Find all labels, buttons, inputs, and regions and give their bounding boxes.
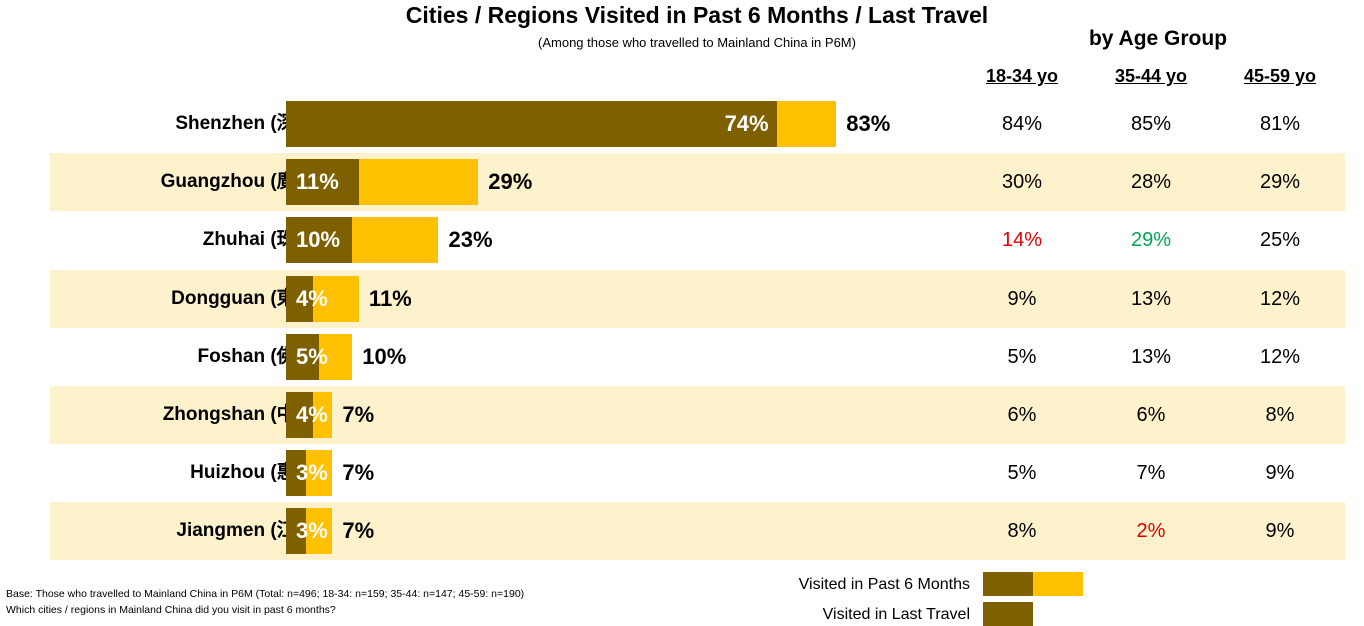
data-label-last-travel: 11%: [296, 169, 339, 195]
age-group-value: 14%: [1001, 229, 1043, 252]
legend-swatch-last: [983, 602, 1033, 626]
data-label-p6m: 7%: [342, 402, 375, 427]
data-label-p6m: 29%: [488, 169, 533, 195]
category-label: Dongguan (東莞): [171, 287, 321, 309]
footnote-base: Base: Those who travelled to Mainland Ch…: [6, 588, 525, 600]
age-group-value: 25%: [1259, 229, 1301, 252]
data-label-last-travel: 4%: [296, 285, 328, 311]
age-group-value: 8%: [1265, 404, 1295, 426]
age-group-value: 8%: [1007, 520, 1037, 543]
chart-row: Jiangmen (江門) 3% 7% 8% 2% 9%: [50, 502, 1345, 561]
data-label-last-travel: 3%: [296, 518, 328, 544]
bar-last-travel: [286, 275, 313, 322]
age-group-value: 5%: [1007, 462, 1037, 485]
chart-row: Huizhou (惠州) 3% 7% 5% 7% 9%: [50, 444, 1345, 502]
data-label-last-travel: 74%: [724, 111, 769, 136]
bar-last-travel: [286, 450, 306, 497]
data-label-last-travel: 10%: [296, 227, 341, 253]
age-group-value: 85%: [1130, 113, 1172, 135]
age-group-value: 29%: [1130, 229, 1172, 252]
age-group-value: 13%: [1130, 287, 1172, 310]
chart-row: Zhongshan (中山) 4% 7% 6% 6% 8%: [50, 386, 1345, 444]
data-label-p6m: 11%: [368, 285, 412, 311]
chart-row: Guangzhou (廣州) 11% 29% 30% 28% 29%: [50, 153, 1345, 212]
legend-swatch-p6m-inner: [983, 572, 1033, 596]
chart-row: Foshan (佛山) 5% 10% 5% 13% 12%: [50, 328, 1345, 386]
age-header-45-59: 45-59 yo: [1243, 66, 1317, 86]
bar-last-travel: [286, 508, 306, 555]
age-group-value: 12%: [1259, 345, 1301, 368]
age-group-value: 29%: [1259, 171, 1301, 194]
age-group-value: 7%: [1136, 462, 1166, 485]
bar-last-travel: [286, 217, 353, 264]
data-label-p6m: 7%: [342, 518, 375, 544]
category-label: Shenzhen (深圳): [175, 113, 321, 134]
bar-last-travel: [286, 159, 359, 206]
chart-row: Dongguan (東莞) 4% 11% 9% 13% 12%: [50, 269, 1345, 328]
data-label-p6m: 7%: [342, 460, 375, 486]
age-header-35-44: 35-44 yo: [1114, 66, 1188, 86]
bar-last-travel: [286, 101, 777, 147]
data-label-last-travel: 5%: [296, 343, 328, 369]
age-group-value: 6%: [1007, 404, 1037, 426]
data-label-p6m: 83%: [846, 111, 891, 136]
category-label: Zhongshan (中山): [162, 404, 321, 425]
age-group-value: 13%: [1130, 345, 1172, 368]
age-group-value: 81%: [1259, 113, 1301, 135]
data-label-last-travel: 4%: [296, 402, 328, 427]
footnote-question: Which cities / regions in Mainland China…: [6, 604, 336, 616]
age-header-18-34: 18-34 yo: [985, 66, 1059, 86]
category-label: Guangzhou (廣州): [160, 171, 321, 193]
chart-row: Zhuhai (珠海) 10% 23% 14% 29% 25%: [50, 211, 1345, 269]
data-label-p6m: 10%: [362, 343, 407, 369]
age-group-value: 28%: [1130, 171, 1172, 194]
age-group-value: 5%: [1007, 345, 1037, 368]
chart-row: Shenzhen (深圳) 74% 83% 84% 85% 81%: [50, 95, 1345, 153]
bar-last-travel: [286, 333, 320, 380]
age-group-value: 12%: [1259, 287, 1301, 310]
legend-label-last: Visited in Last Travel: [822, 606, 970, 623]
age-group-value: 9%: [1265, 520, 1295, 543]
category-label: Jiangmen (江門): [176, 520, 321, 542]
age-group-value: 9%: [1007, 287, 1037, 310]
age-group-value: 2%: [1136, 520, 1166, 543]
chart-subtitle: (Among those who travelled to Mainland C…: [538, 35, 856, 50]
age-group-value: 6%: [1136, 404, 1166, 426]
legend-label-p6m: Visited in Past 6 Months: [798, 576, 970, 593]
age-group-value: 84%: [1001, 113, 1043, 135]
data-label-last-travel: 3%: [296, 460, 328, 486]
bar-last-travel: [286, 392, 313, 438]
age-group-value: 30%: [1001, 171, 1043, 194]
age-group-value: 9%: [1265, 462, 1295, 485]
age-group-title: by Age Group: [1088, 27, 1228, 50]
chart-title: Cities / Regions Visited in Past 6 Month…: [405, 2, 989, 28]
data-label-p6m: 23%: [448, 227, 493, 253]
